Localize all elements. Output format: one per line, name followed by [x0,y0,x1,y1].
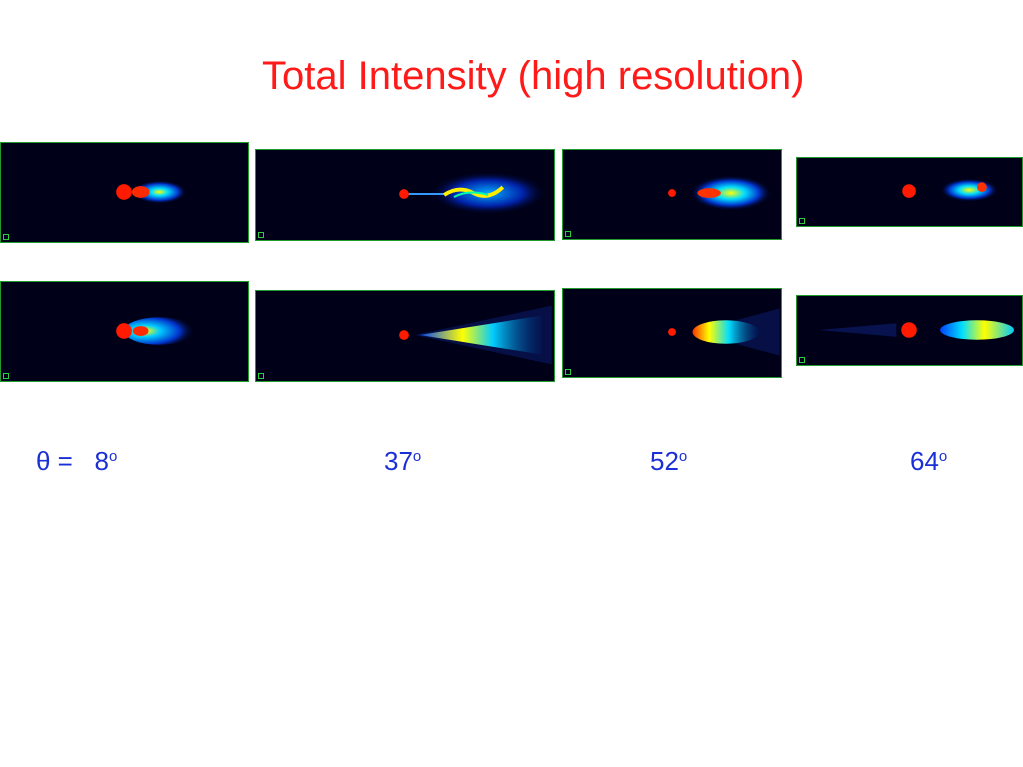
corner-marker [799,357,805,363]
intensity-map-bottom-52deg [562,288,782,378]
intensity-image [818,320,1014,340]
angle-value: 8 [94,446,110,476]
corner-marker [258,373,264,379]
intensity-image [668,308,780,356]
degree-sup: o [678,448,688,465]
intensity-image [902,178,999,202]
intensity-map-top-52deg [562,149,782,240]
degree-sup: o [109,448,118,465]
corner-marker [3,234,9,240]
intensity-image [116,180,187,204]
angle-label-64: 64o [910,446,947,477]
angle-value: 64 [910,446,939,476]
intensity-map-bottom-64deg [796,295,1023,366]
intensity-image [668,175,772,211]
intensity-map-bottom-37deg [255,290,555,382]
corner-marker [3,373,9,379]
intensity-image [116,317,195,345]
angle-value: 37 [384,446,413,476]
corner-marker [565,231,571,237]
intensity-image [399,171,547,215]
corner-marker [565,369,571,375]
theta-prefix: θ = [36,446,73,476]
intensity-map-top-8deg [0,142,249,243]
angle-value: 52 [650,446,679,476]
corner-marker [258,232,264,238]
angle-label-52: 52o [650,446,687,477]
theta-label: θ = 8o [36,446,117,477]
intensity-map-top-37deg [255,149,555,241]
intensity-map-top-64deg [796,157,1023,227]
intensity-map-bottom-8deg [0,281,249,382]
intensity-image [399,305,552,365]
degree-sup: o [938,448,948,465]
degree-sup: o [412,448,422,465]
angle-label-37: 37o [384,446,421,477]
corner-marker [799,218,805,224]
slide-title: Total Intensity (high resolution) [262,54,805,98]
